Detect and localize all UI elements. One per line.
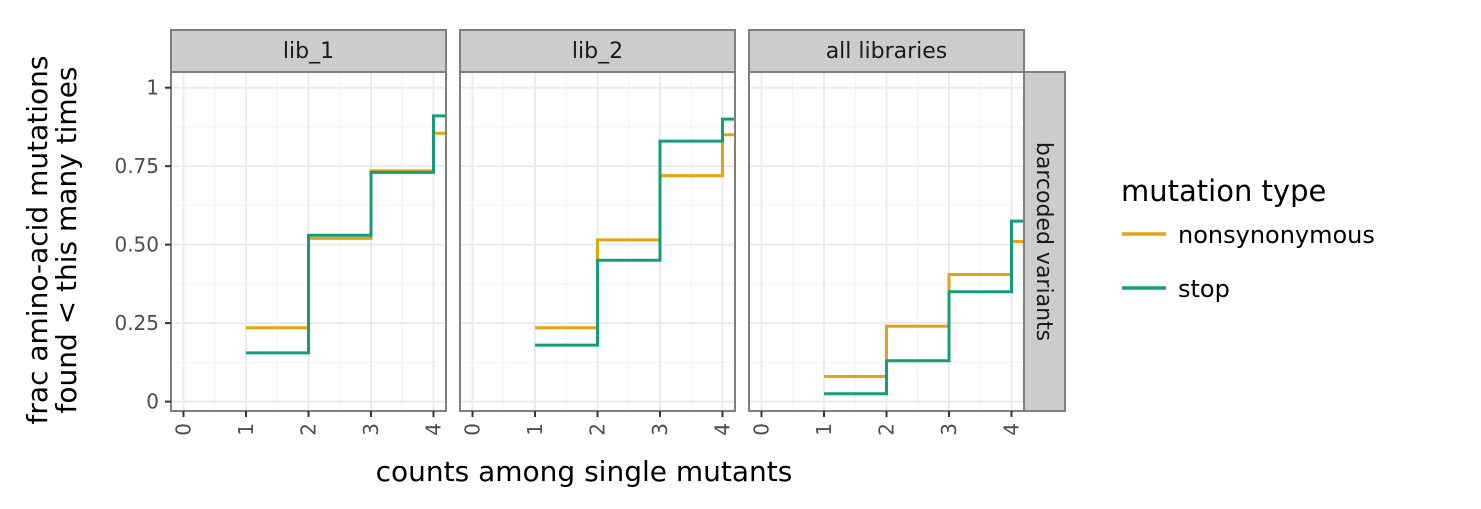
series-line-stop xyxy=(246,114,446,355)
facet-panel: all libraries 0 1 2 3 4 xyxy=(748,29,1025,436)
legend-label-nonsynonymous: nonsynonymous xyxy=(1178,221,1375,249)
facet-strip-label: lib_1 xyxy=(283,39,334,64)
x-tick-label: 0 xyxy=(750,423,774,436)
x-tick-label: 2 xyxy=(875,423,899,436)
row-strip-label: barcoded variants xyxy=(1031,142,1056,341)
y-axis-title-line-2: found < this many times xyxy=(50,66,83,413)
x-tick-label: 1 xyxy=(523,423,547,436)
x-tick-label: 1 xyxy=(234,423,258,436)
x-tick-label: 4 xyxy=(711,423,735,436)
series-group xyxy=(535,117,735,347)
grid xyxy=(749,72,1024,411)
facet-strip xyxy=(170,29,447,73)
legend-title: mutation type xyxy=(1121,174,1326,208)
facet-strip-label: all libraries xyxy=(826,39,948,64)
y-axis-title-line-1: frac amino-acid mutations xyxy=(21,56,54,425)
x-tick-label: 4 xyxy=(1000,423,1024,436)
panels-layer: lib_1 0 1 2 3 4 lib_2 0 1 2 3 4 all libraries 0 1 2 3 4 xyxy=(170,29,1025,436)
y-tick-label: 0.75 xyxy=(114,154,159,178)
row-strip-layer: barcoded variants xyxy=(1023,71,1066,412)
series-group xyxy=(824,219,1024,396)
x-tick-label: 0 xyxy=(461,423,485,436)
x-tick-label: 2 xyxy=(586,423,610,436)
facet-panel: lib_1 0 1 2 3 4 xyxy=(170,29,447,436)
legend: mutation type nonsynonymous stop xyxy=(1121,174,1375,303)
x-axis-title: counts among single mutants xyxy=(376,455,793,488)
x-tick-label: 3 xyxy=(648,423,672,436)
row-strip xyxy=(1023,71,1066,412)
y-tick-label: 0 xyxy=(146,390,159,414)
facet-strip-label: lib_2 xyxy=(572,39,623,64)
legend-label-stop: stop xyxy=(1178,275,1230,303)
facet-strip xyxy=(748,29,1025,73)
x-tick-label: 3 xyxy=(937,423,961,436)
x-tick-label: 0 xyxy=(172,423,196,436)
series-group xyxy=(246,114,446,355)
x-tick-label: 1 xyxy=(812,423,836,436)
facet-panel: lib_2 0 1 2 3 4 xyxy=(459,29,736,436)
x-tick-label: 3 xyxy=(359,423,383,436)
y-tick-label: 1 xyxy=(146,76,159,100)
y-tick-label: 0.50 xyxy=(114,233,159,257)
series-line-stop xyxy=(824,219,1024,396)
y-tick-label: 0.25 xyxy=(114,311,159,335)
y-axis-layer: 0 0.25 0.50 0.75 1 xyxy=(114,76,171,414)
series-line-stop xyxy=(535,117,735,347)
grid xyxy=(460,72,735,411)
x-tick-label: 2 xyxy=(297,423,321,436)
x-tick-label: 4 xyxy=(422,423,446,436)
